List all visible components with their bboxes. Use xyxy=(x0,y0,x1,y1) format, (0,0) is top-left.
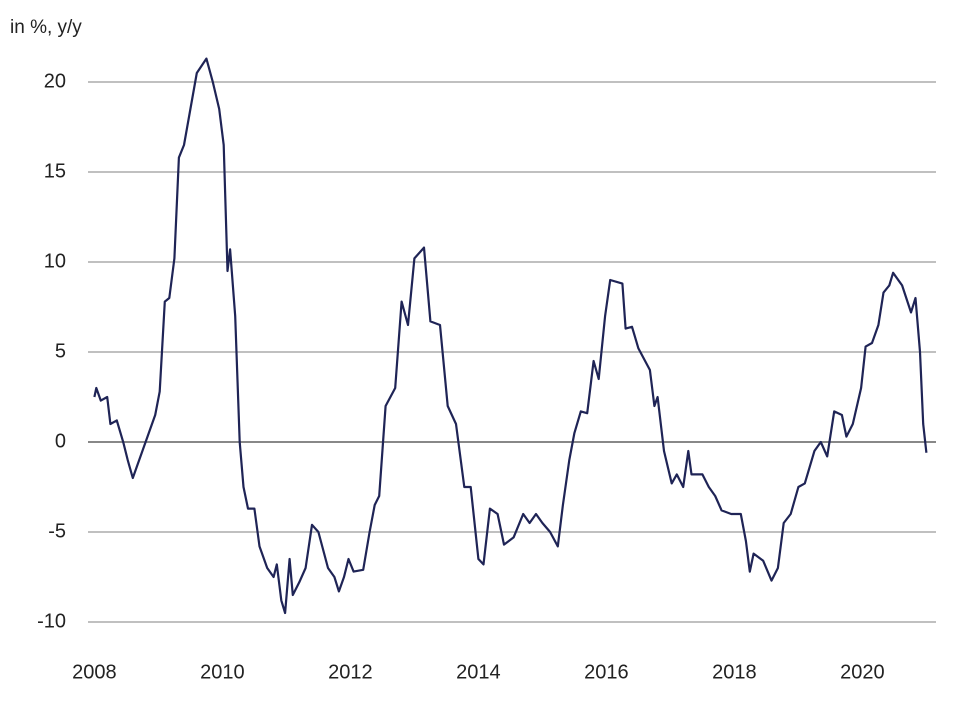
x-tick-label: 2010 xyxy=(200,661,245,683)
data-line xyxy=(93,57,928,615)
x-tick-label: 2012 xyxy=(328,661,373,683)
y-tick-label: -10 xyxy=(37,610,66,632)
y-tick-label: 20 xyxy=(44,70,66,92)
x-tick-label: 2020 xyxy=(840,661,885,683)
y-tick-label: 10 xyxy=(44,250,66,272)
x-tick-label: 2016 xyxy=(584,661,629,683)
x-tick-label: 2008 xyxy=(72,661,117,683)
x-tick-label: 2018 xyxy=(712,661,757,683)
y-tick-label: 5 xyxy=(55,340,66,362)
y-tick-label: 15 xyxy=(44,160,66,182)
y-tick-label: -5 xyxy=(48,520,66,542)
y-tick-label: 0 xyxy=(55,430,66,452)
x-tick-label: 2014 xyxy=(456,661,501,683)
axis-unit-label: in %, y/y xyxy=(10,17,82,38)
